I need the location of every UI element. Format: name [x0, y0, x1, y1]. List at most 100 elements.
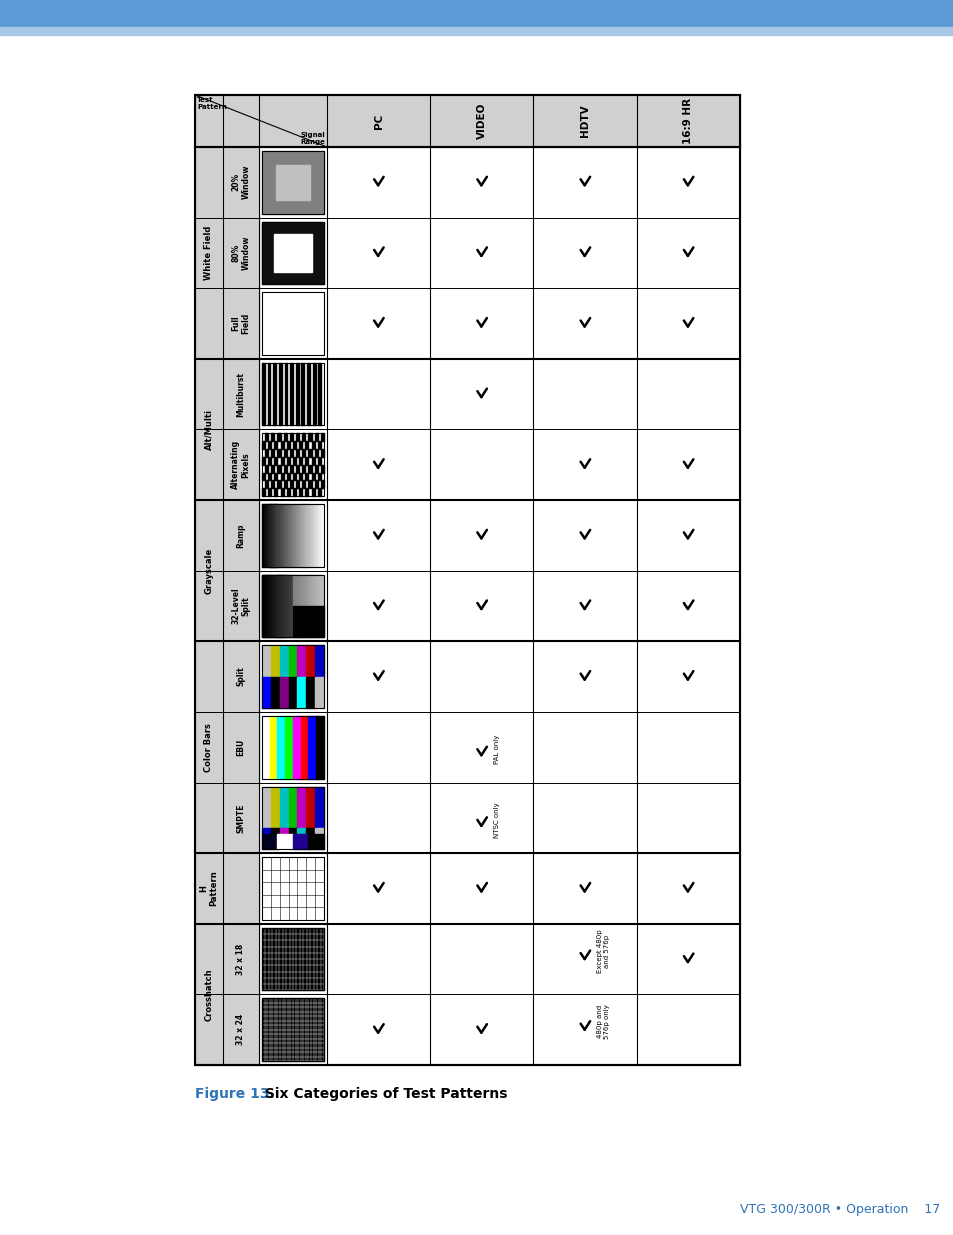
Bar [289, 504, 290, 567]
Bar [279, 574, 281, 637]
Bar [293, 441, 295, 450]
Bar [314, 574, 316, 637]
Bar [301, 504, 302, 567]
Bar [290, 450, 293, 457]
Bar [314, 480, 317, 488]
Bar [279, 646, 289, 677]
Bar [308, 574, 311, 637]
Bar [320, 464, 324, 473]
Text: Signal
Range: Signal Range [300, 132, 325, 144]
Bar [223, 217, 258, 288]
Bar [312, 504, 313, 567]
Bar [270, 504, 272, 567]
Bar [293, 834, 309, 850]
Bar [262, 998, 324, 1061]
Bar [283, 480, 287, 488]
Bar [294, 574, 297, 637]
Bar [283, 574, 285, 637]
Bar [306, 574, 309, 637]
Text: Full
Field: Full Field [231, 312, 251, 335]
Bar [319, 504, 321, 567]
Bar [302, 464, 305, 473]
Bar [280, 504, 282, 567]
Bar [313, 504, 314, 567]
Bar [279, 504, 280, 567]
Bar [312, 441, 314, 450]
Bar [271, 480, 274, 488]
Text: Figure 13.: Figure 13. [194, 1087, 274, 1100]
Bar [308, 504, 310, 567]
Bar [307, 504, 309, 567]
Text: Color Bars: Color Bars [204, 722, 213, 772]
Bar [272, 504, 274, 567]
Text: Crosshatch: Crosshatch [204, 968, 213, 1020]
Bar [293, 457, 295, 464]
Bar [291, 574, 293, 637]
Bar [312, 574, 314, 637]
Bar [299, 457, 302, 464]
Bar [290, 480, 293, 488]
Text: 16:9 HR: 16:9 HR [682, 98, 693, 144]
Bar [279, 829, 289, 834]
Bar [300, 574, 303, 637]
Bar [194, 95, 740, 147]
Bar [223, 430, 258, 500]
Bar [320, 433, 324, 441]
Bar [295, 504, 297, 567]
Bar [268, 363, 270, 426]
Bar [308, 464, 312, 473]
Bar [262, 504, 324, 567]
Bar [321, 504, 323, 567]
Bar [223, 711, 258, 783]
Bar [287, 473, 290, 480]
Bar [318, 363, 321, 426]
Bar [268, 574, 270, 637]
Bar [289, 574, 291, 637]
Text: White Field: White Field [204, 226, 213, 280]
Bar [277, 480, 280, 488]
Bar [223, 500, 258, 571]
Bar [305, 488, 308, 496]
Bar [293, 504, 294, 567]
Text: SMPTE: SMPTE [236, 803, 245, 832]
Bar [311, 504, 312, 567]
Bar [287, 441, 290, 450]
Bar [305, 441, 308, 450]
Bar [285, 716, 293, 778]
Bar [271, 433, 274, 441]
Bar [194, 147, 258, 359]
Bar [299, 488, 302, 496]
Bar [223, 571, 258, 641]
Bar [279, 787, 289, 829]
Bar [296, 504, 298, 567]
Bar [302, 574, 305, 637]
Bar [274, 504, 275, 567]
Bar [262, 457, 265, 464]
Bar [320, 504, 322, 567]
Bar [265, 504, 266, 567]
Text: Alt/Multi: Alt/Multi [204, 409, 213, 450]
Bar [294, 504, 295, 567]
Bar [295, 433, 299, 441]
Bar [262, 488, 265, 496]
Bar [262, 716, 270, 778]
Bar [299, 473, 302, 480]
Bar [300, 574, 302, 637]
Bar [296, 574, 299, 637]
Bar [299, 441, 302, 450]
Bar [315, 716, 324, 778]
Text: Multiburst: Multiburst [236, 372, 245, 416]
Bar [298, 574, 300, 637]
Bar [285, 574, 287, 637]
Bar [305, 504, 307, 567]
Bar [293, 716, 301, 778]
Bar [223, 147, 258, 217]
Bar [262, 363, 324, 426]
Bar [262, 433, 324, 496]
Bar [281, 574, 283, 637]
Bar [262, 151, 324, 214]
Bar [0, 0, 953, 27]
Bar [295, 450, 299, 457]
Bar [322, 574, 324, 637]
Bar [223, 853, 258, 924]
